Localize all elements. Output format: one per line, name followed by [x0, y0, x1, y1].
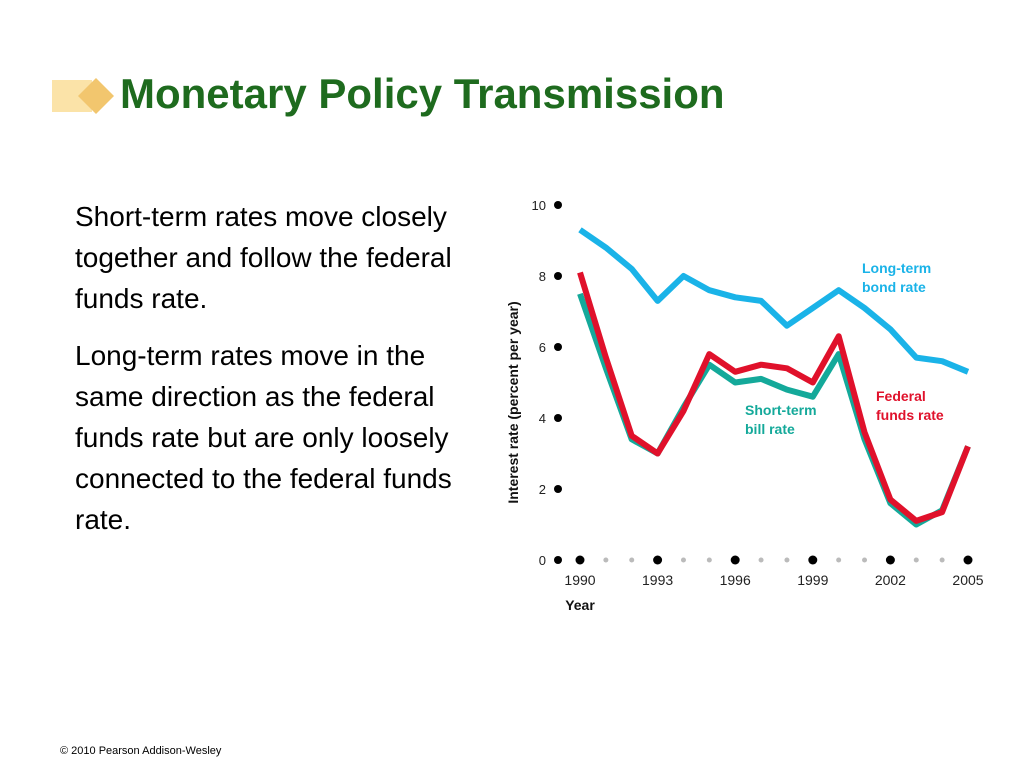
series-label-short-term-bill-rate: Short-term — [745, 402, 817, 418]
series-label-short-term-bill-rate: bill rate — [745, 421, 795, 437]
x-tick-dot — [885, 555, 895, 565]
x-tick-dot — [808, 555, 818, 565]
x-minor-tick-dot — [758, 557, 764, 563]
x-minor-tick-dot — [784, 557, 790, 563]
series-label-long-term-bond-rate: Long-term — [862, 260, 931, 276]
y-tick-dot — [554, 272, 562, 280]
slide-body: Short-term rates move closely together a… — [75, 196, 455, 556]
x-minor-tick-dot — [629, 557, 635, 563]
x-axis-title: Year — [565, 597, 595, 613]
x-tick-label: 2005 — [952, 572, 983, 588]
series-label-federal-funds-rate: funds rate — [876, 407, 944, 423]
series-label-federal-funds-rate: Federal — [876, 388, 926, 404]
y-tick-dot — [554, 343, 562, 351]
series-label-long-term-bond-rate: bond rate — [862, 279, 926, 295]
copyright-footer: © 2010 Pearson Addison-Wesley — [60, 745, 222, 757]
x-minor-tick-dot — [939, 557, 945, 563]
x-tick-dot — [575, 555, 585, 565]
x-minor-tick-dot — [706, 557, 712, 563]
title-decoration-icon — [52, 78, 114, 114]
x-tick-label: 1996 — [720, 572, 751, 588]
series-line-long-term-bond-rate — [578, 227, 970, 375]
x-tick-label: 1999 — [797, 572, 828, 588]
x-tick-dot — [963, 555, 973, 565]
y-tick-dot — [554, 414, 562, 422]
x-minor-tick-dot — [836, 557, 842, 563]
y-tick-label: 0 — [539, 553, 546, 568]
y-tick-label: 10 — [532, 198, 546, 213]
x-tick-label: 1990 — [564, 572, 595, 588]
x-tick-label: 2002 — [875, 572, 906, 588]
x-minor-tick-dot — [862, 557, 868, 563]
y-tick-label: 2 — [539, 482, 546, 497]
x-minor-tick-dot — [603, 557, 609, 563]
slide-title: Monetary Policy Transmission — [120, 70, 725, 117]
x-tick-dot — [730, 555, 740, 565]
x-tick-dot — [653, 555, 663, 565]
interest-rate-chart: 0 2 4 6 8 10 1990 1993 1996 1999 2002 2005 Year Inter… — [505, 198, 984, 613]
y-axis-title: Interest rate (percent per year) — [505, 301, 521, 503]
x-tick-label: 1993 — [642, 572, 673, 588]
y-tick-label: 6 — [539, 340, 546, 355]
x-minor-tick-dot — [680, 557, 686, 563]
y-tick-label: 4 — [539, 411, 546, 426]
paragraph-long-term: Long-term rates move in the same directi… — [75, 340, 452, 535]
paragraph-short-term: Short-term rates move closely together a… — [75, 201, 452, 314]
y-tick-dot — [554, 485, 562, 493]
y-tick-label: 8 — [539, 269, 546, 284]
y-tick-dot — [554, 556, 562, 564]
x-minor-tick-dot — [913, 557, 919, 563]
series-line-federal-funds-rate — [577, 271, 971, 524]
y-tick-dot — [554, 201, 562, 209]
